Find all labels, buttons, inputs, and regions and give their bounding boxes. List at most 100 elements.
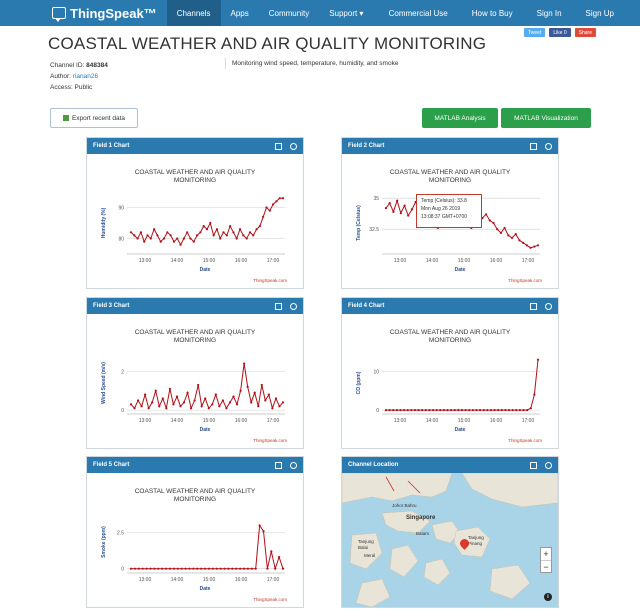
data-point[interactable] <box>223 567 226 570</box>
data-point[interactable] <box>176 567 179 570</box>
data-point[interactable] <box>424 409 427 412</box>
data-point[interactable] <box>129 567 133 570</box>
comment-icon[interactable] <box>290 142 297 150</box>
data-point[interactable] <box>522 241 525 244</box>
data-point[interactable] <box>526 409 529 412</box>
location-map[interactable]: Johor Bahru Singapore Batam Tanjung Bala… <box>342 473 558 607</box>
comment-icon[interactable] <box>290 302 297 310</box>
data-point[interactable] <box>175 395 179 398</box>
comment-icon[interactable] <box>545 461 552 469</box>
data-point[interactable] <box>431 409 435 412</box>
data-point[interactable] <box>164 567 168 570</box>
zoom-in-button[interactable]: + <box>543 549 549 559</box>
data-point[interactable] <box>496 228 499 231</box>
data-point[interactable] <box>446 409 449 412</box>
data-point[interactable] <box>248 231 252 234</box>
data-point[interactable] <box>252 234 255 237</box>
data-point[interactable] <box>515 409 518 412</box>
data-point[interactable] <box>410 208 414 211</box>
data-point[interactable] <box>488 219 491 222</box>
data-point[interactable] <box>407 214 410 217</box>
data-point[interactable] <box>525 244 528 247</box>
data-point[interactable] <box>250 401 253 404</box>
data-point[interactable] <box>153 228 156 231</box>
data-point[interactable] <box>442 409 446 412</box>
chart-credit[interactable]: ThingSpeak.com <box>508 278 542 283</box>
data-point[interactable] <box>399 211 402 215</box>
data-point[interactable] <box>209 221 212 225</box>
data-point[interactable] <box>219 237 222 240</box>
data-point[interactable] <box>271 407 274 410</box>
data-point[interactable] <box>514 233 517 236</box>
data-point[interactable] <box>511 409 514 412</box>
data-point[interactable] <box>238 228 242 231</box>
data-point[interactable] <box>147 407 150 410</box>
data-point[interactable] <box>225 234 228 237</box>
data-point[interactable] <box>222 231 225 234</box>
data-point[interactable] <box>143 240 146 243</box>
chart-credit[interactable]: ThingSpeak.com <box>253 438 287 443</box>
data-point[interactable] <box>153 567 156 570</box>
data-point[interactable] <box>168 567 172 570</box>
nav-support[interactable]: Support ▾ <box>329 8 364 18</box>
data-point[interactable] <box>141 567 144 570</box>
data-point[interactable] <box>460 409 464 412</box>
data-point[interactable] <box>179 243 182 246</box>
data-point[interactable] <box>428 409 431 412</box>
data-point[interactable] <box>268 209 271 212</box>
data-point[interactable] <box>402 409 406 412</box>
data-point[interactable] <box>403 204 406 207</box>
data-point[interactable] <box>235 237 238 240</box>
data-point[interactable] <box>215 567 218 570</box>
data-point[interactable] <box>197 383 200 387</box>
data-point[interactable] <box>281 401 285 404</box>
data-point[interactable] <box>140 405 143 408</box>
data-point[interactable] <box>245 237 248 240</box>
data-point[interactable] <box>497 409 500 412</box>
nav-community[interactable]: Community <box>268 8 310 18</box>
tweet-button[interactable]: Tweet <box>523 28 546 37</box>
data-point[interactable] <box>384 207 388 210</box>
external-link-icon[interactable] <box>275 461 282 469</box>
data-point[interactable] <box>507 234 510 237</box>
data-point[interactable] <box>145 567 148 570</box>
data-point[interactable] <box>260 383 263 387</box>
data-point[interactable] <box>186 391 189 394</box>
data-point[interactable] <box>166 231 169 234</box>
data-point[interactable] <box>161 397 164 400</box>
data-point[interactable] <box>246 385 249 388</box>
data-point[interactable] <box>207 407 210 410</box>
data-point[interactable] <box>417 409 420 412</box>
data-point[interactable] <box>193 399 196 402</box>
info-icon[interactable]: i <box>544 593 552 601</box>
data-point[interactable] <box>493 409 496 412</box>
data-point[interactable] <box>218 405 221 408</box>
external-link-icon[interactable] <box>275 302 282 310</box>
data-point[interactable] <box>529 246 532 249</box>
data-point[interactable] <box>165 407 168 410</box>
data-point[interactable] <box>270 550 273 553</box>
data-point[interactable] <box>395 409 398 412</box>
data-point[interactable] <box>231 567 234 570</box>
data-point[interactable] <box>239 567 242 570</box>
data-point[interactable] <box>499 231 503 235</box>
data-point[interactable] <box>239 389 242 392</box>
data-point[interactable] <box>172 240 176 243</box>
data-point[interactable] <box>281 567 285 570</box>
data-point[interactable] <box>255 228 258 231</box>
comment-icon[interactable] <box>545 142 552 150</box>
data-point[interactable] <box>179 405 182 408</box>
data-point[interactable] <box>229 225 232 228</box>
data-point[interactable] <box>151 401 154 404</box>
data-point[interactable] <box>219 567 222 570</box>
matlab-analysis-button[interactable]: MATLAB Analysis <box>422 108 498 128</box>
nav-how-to-buy[interactable]: How to Buy <box>471 8 513 18</box>
data-point[interactable] <box>203 567 207 570</box>
data-point[interactable] <box>232 231 235 234</box>
data-point[interactable] <box>235 567 238 570</box>
data-point[interactable] <box>205 228 209 231</box>
data-point[interactable] <box>133 407 136 410</box>
data-point[interactable] <box>504 409 507 412</box>
nav-apps[interactable]: Apps <box>230 8 249 18</box>
data-point[interactable] <box>258 225 261 228</box>
